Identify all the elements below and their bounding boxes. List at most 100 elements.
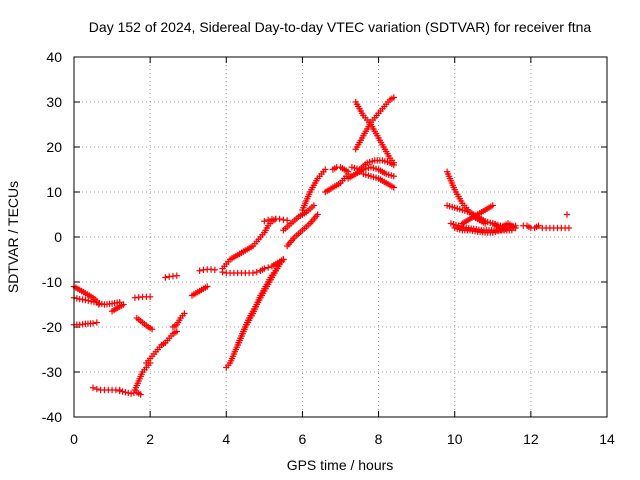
data-point: [284, 217, 291, 224]
data-point: [93, 319, 101, 326]
data-series: [143, 328, 180, 367]
data-series: [329, 164, 352, 175]
data-series: [539, 224, 554, 232]
data-point: [181, 310, 188, 317]
y-tick-label: 30: [46, 94, 62, 110]
data-point: [146, 293, 154, 301]
y-axis-label: SDTVAR / TECUs: [5, 181, 21, 293]
data-point: [390, 173, 397, 180]
data-point: [314, 211, 321, 218]
x-tick-label: 12: [523, 431, 539, 447]
data-point: [93, 385, 101, 393]
data-point: [390, 94, 397, 101]
data-series: [188, 283, 211, 299]
data-point: [89, 320, 97, 327]
data-series: [234, 256, 287, 349]
data-point: [253, 268, 260, 276]
data-point-fill: [119, 388, 126, 395]
data-series: [131, 293, 154, 301]
data-series: [344, 164, 397, 182]
data-point: [344, 168, 352, 175]
data-series: [108, 301, 127, 315]
data-series: [348, 157, 397, 173]
data-point: [261, 265, 268, 272]
x-tick-label: 14: [599, 431, 615, 447]
data-point: [280, 256, 287, 263]
data-point: [512, 224, 519, 232]
data-point: [261, 218, 268, 225]
data-point: [249, 269, 257, 277]
data-series: [70, 319, 101, 328]
data-series: [280, 202, 318, 234]
x-tick-label: 4: [222, 431, 230, 447]
data-point: [276, 215, 283, 223]
data-point: [211, 266, 219, 274]
data-series: [116, 387, 144, 398]
data-point: [127, 390, 135, 397]
data-point: [116, 387, 123, 395]
data-point: [322, 166, 329, 173]
data-point: [162, 274, 169, 281]
data-series: [360, 170, 397, 191]
x-tick-label: 10: [447, 431, 463, 447]
data-point: [535, 222, 542, 229]
y-tick-label: -20: [42, 319, 62, 335]
y-tick-label: 20: [46, 139, 62, 155]
data-point-fill: [90, 298, 98, 306]
data-series: [520, 222, 542, 232]
x-tick-label: 6: [299, 431, 307, 447]
data-point-fill: [73, 295, 81, 302]
y-tick-label: 10: [46, 184, 62, 200]
data-series: [459, 202, 496, 227]
x-tick-label: 8: [375, 431, 383, 447]
data-points: [70, 94, 573, 398]
data-point: [204, 283, 211, 290]
data-series: [261, 215, 291, 225]
data-series: [352, 98, 397, 166]
data-point-fill: [85, 297, 92, 304]
chart-title: Day 152 of 2024, Sidereal Day-to-day VTE…: [89, 19, 592, 35]
data-point: [390, 184, 397, 191]
data-series: [162, 272, 180, 281]
data-point: [310, 202, 318, 209]
data-point: [122, 389, 129, 396]
y-tick-label: -10: [42, 274, 62, 290]
y-tick-label: -30: [42, 364, 62, 380]
data-point: [137, 391, 144, 398]
x-tick-label: 0: [70, 431, 78, 447]
data-point: [264, 216, 272, 224]
data-point: [148, 326, 156, 333]
data-series: [133, 314, 156, 333]
data-series: [550, 224, 573, 232]
data-series: [299, 166, 329, 214]
data-series: [169, 310, 188, 331]
data-series: [284, 211, 321, 250]
data-point: [196, 267, 203, 274]
data-point: [89, 384, 97, 391]
data-point: [173, 328, 180, 335]
data-series: [196, 266, 219, 274]
data-series: [352, 94, 397, 153]
y-tick-label: 0: [54, 229, 62, 245]
x-tick-label: 2: [146, 431, 154, 447]
data-series: [219, 215, 279, 272]
data-point: [489, 202, 496, 209]
plot-frame: [73, 56, 608, 418]
data-series: [563, 211, 571, 218]
data-point: [390, 159, 397, 166]
data-point-fill: [125, 389, 132, 397]
x-axis-label: GPS time / hours: [287, 457, 394, 473]
data-point: [264, 264, 272, 271]
data-point: [120, 301, 127, 308]
data-point: [82, 296, 89, 304]
y-tick-label: -40: [42, 409, 62, 425]
grid-lines: [74, 57, 607, 417]
data-series: [489, 220, 519, 232]
data-point: [87, 298, 95, 305]
y-tick-label: 40: [46, 49, 62, 65]
data-series: [219, 256, 287, 277]
data-point: [173, 272, 180, 279]
data-point: [565, 224, 573, 232]
